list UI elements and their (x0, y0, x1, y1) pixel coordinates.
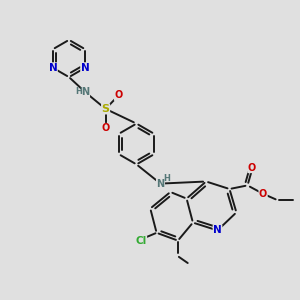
Text: H: H (76, 87, 82, 96)
Text: N: N (81, 87, 90, 98)
Text: H: H (164, 174, 170, 183)
Text: N: N (81, 63, 89, 73)
Text: Cl: Cl (135, 236, 147, 246)
Text: O: O (114, 90, 123, 100)
Text: S: S (102, 104, 110, 114)
Text: O: O (259, 189, 267, 199)
Text: N: N (156, 178, 165, 189)
Text: N: N (213, 225, 222, 236)
Text: O: O (248, 163, 256, 173)
Text: N: N (49, 63, 57, 73)
Text: O: O (101, 123, 110, 134)
